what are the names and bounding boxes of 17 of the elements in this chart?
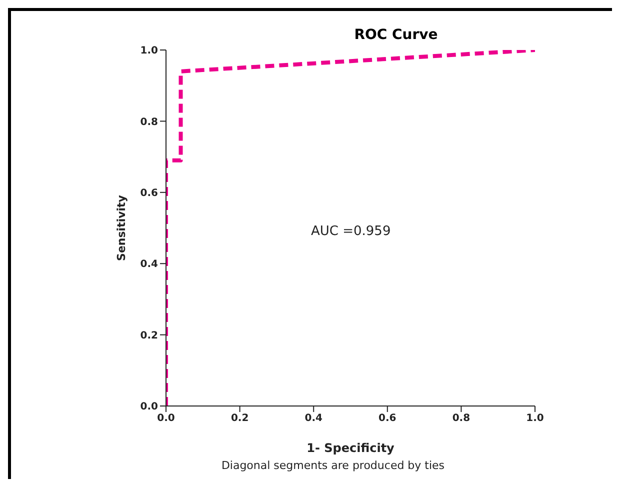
y-tick-label: 0.0 [140, 402, 158, 413]
chart-title: ROC Curve [353, 27, 439, 43]
annotation: AUC =0.959 [311, 224, 391, 239]
y-tick-label: 0.6 [140, 188, 158, 199]
x-tick-label: 0.6 [378, 413, 396, 424]
text: Diagonal segments are produced by ties [220, 459, 446, 472]
x-tick-label: 1.0 [526, 413, 544, 424]
y-tick-label: 1.0 [140, 46, 158, 57]
x-tick-label: 0.0 [157, 413, 175, 424]
y-tick-label: 0.4 [140, 259, 158, 270]
y-tick-label: 0.2 [140, 330, 158, 342]
x-tick-label: 0.8 [452, 413, 470, 424]
x-tick-label: 0.2 [230, 413, 249, 424]
x-tick-label: 0.4 [304, 413, 322, 424]
y-axis-title: Sensitivity [114, 195, 128, 261]
x-axis-title: 1- Specificity [306, 441, 395, 455]
y-tick-label: 0.8 [140, 116, 158, 128]
